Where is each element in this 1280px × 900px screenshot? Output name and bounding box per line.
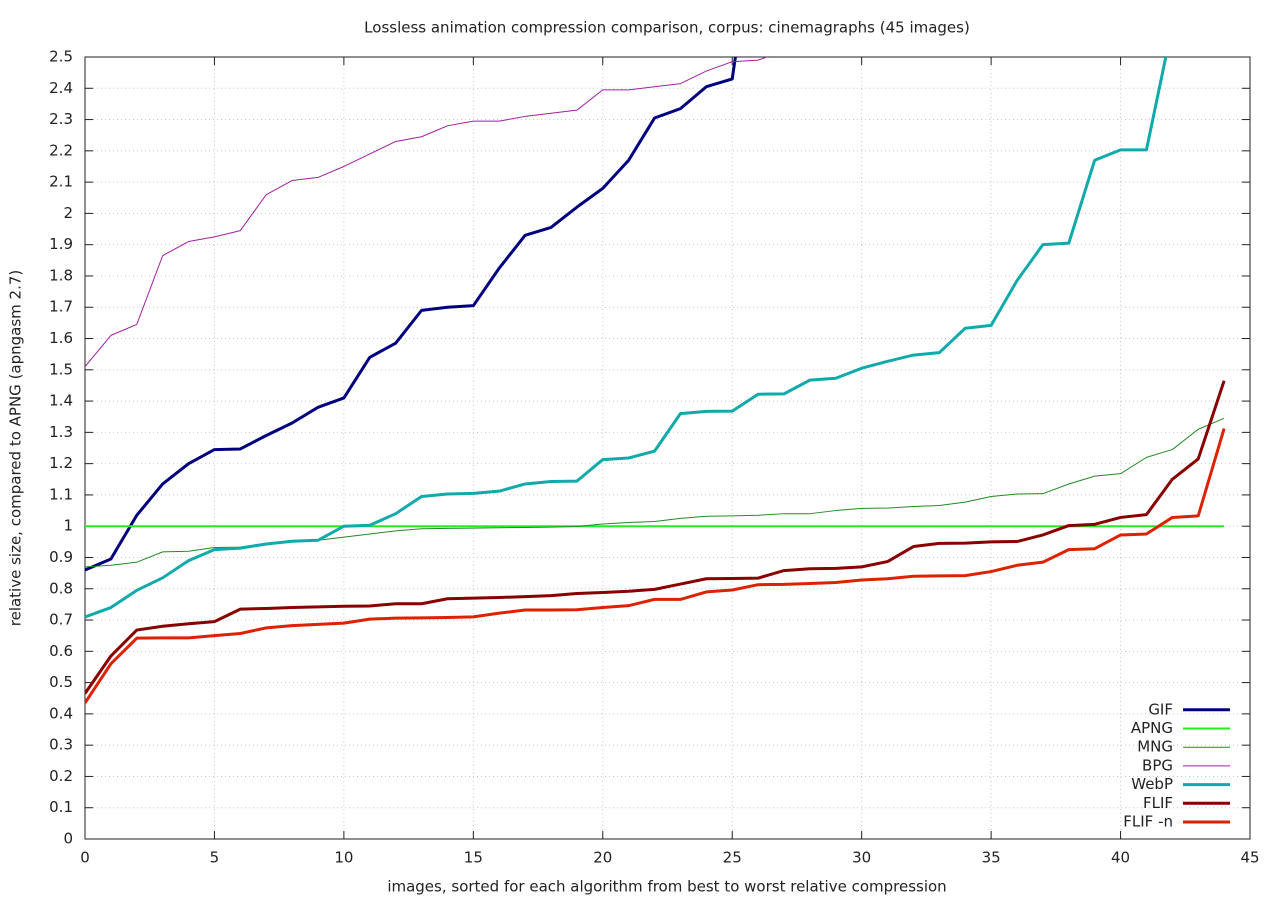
legend-label: BPG	[1142, 756, 1173, 774]
series-line	[85, 380, 1226, 695]
y-tick-label: 1.4	[49, 392, 73, 410]
y-tick-label: 0.4	[49, 704, 73, 722]
series-line	[85, 428, 1226, 704]
x-tick-label: 15	[464, 849, 483, 867]
y-tick-label: 0	[63, 830, 73, 848]
y-tick-label: 1.6	[49, 329, 73, 347]
y-tick-label: 2.2	[49, 141, 73, 159]
y-tick-label: 2.4	[49, 79, 73, 97]
x-tick-label: 30	[852, 849, 871, 867]
x-tick-label: 35	[982, 849, 1001, 867]
x-tick-label: 25	[723, 849, 742, 867]
y-tick-label: 0.3	[49, 736, 73, 754]
y-tick-label: 1.8	[49, 266, 73, 284]
y-tick-label: 2.3	[49, 110, 73, 128]
series-line	[85, 57, 769, 367]
x-tick-label: 0	[80, 849, 90, 867]
y-tick-label: 0.5	[49, 673, 73, 691]
legend-label: FLIF	[1143, 794, 1173, 812]
y-tick-label: 0.2	[49, 767, 73, 785]
chart-title: Lossless animation compression compariso…	[364, 19, 970, 37]
plot-frame	[84, 56, 1251, 840]
x-tick-label: 10	[334, 849, 353, 867]
y-tick-label: 2	[63, 204, 73, 222]
y-tick-label: 1	[63, 517, 73, 535]
y-tick-label: 1.3	[49, 423, 73, 441]
y-tick-label: 1.7	[49, 298, 73, 316]
y-tick-label: 0.9	[49, 548, 73, 566]
y-tick-label: 1.2	[49, 454, 73, 472]
y-tick-label: 1.9	[49, 235, 73, 253]
y-tick-label: 0.7	[49, 611, 73, 629]
y-tick-label: 2.5	[49, 48, 73, 66]
y-tick-label: 2.1	[49, 173, 73, 191]
x-tick-label: 5	[210, 849, 220, 867]
series-line	[85, 57, 1168, 619]
legend-label: WebP	[1131, 775, 1173, 793]
y-tick-label: 1.5	[49, 360, 73, 378]
legend-label: GIF	[1148, 700, 1173, 718]
series-line	[85, 57, 737, 572]
x-tick-label: 20	[593, 849, 612, 867]
x-tick-label: 40	[1111, 849, 1130, 867]
plot-lines	[85, 57, 1226, 704]
y-axis-label: relative size, compared to APNG (apngasm…	[7, 270, 25, 627]
legend-label: APNG	[1131, 719, 1173, 737]
legend-label: MNG	[1137, 738, 1173, 756]
y-tick-label: 0.6	[49, 642, 73, 660]
y-tick-label: 0.1	[49, 798, 73, 816]
legend-label: FLIF -n	[1123, 813, 1173, 831]
x-tick-label: 45	[1240, 849, 1259, 867]
x-axis-label: images, sorted for each algorithm from b…	[387, 878, 946, 896]
y-tick-label: 0.8	[49, 579, 73, 597]
y-tick-label: 1.1	[49, 485, 73, 503]
